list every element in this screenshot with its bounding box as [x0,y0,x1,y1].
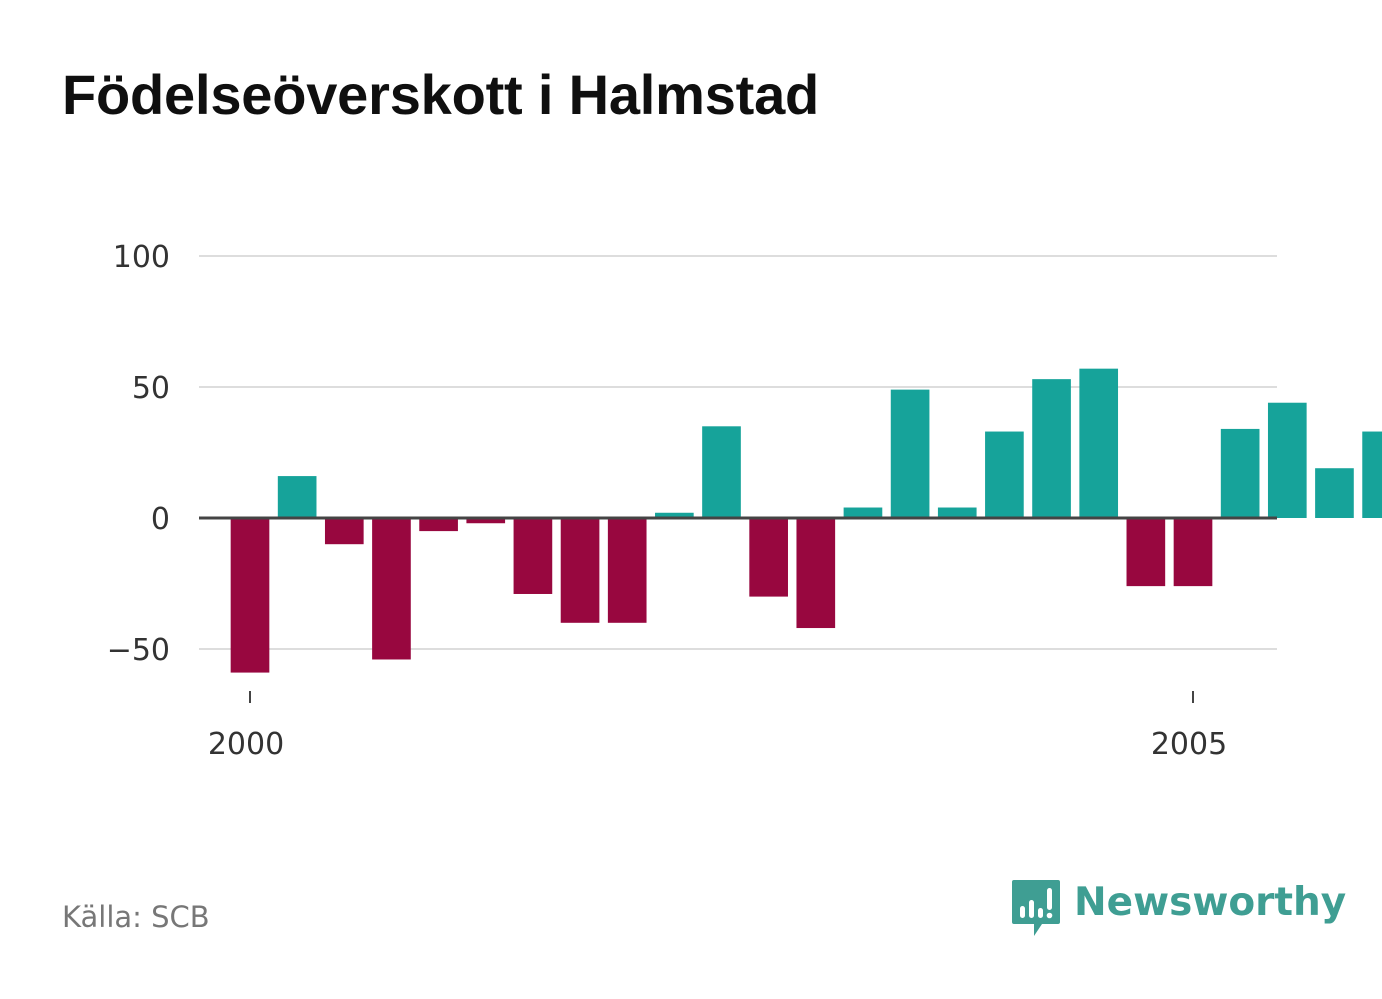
bar-negative [796,518,836,629]
newsworthy-logo-icon [1012,880,1060,936]
bar-negative [230,518,270,673]
bar-negative [607,518,647,623]
bar-positive [655,512,694,518]
newsworthy-logo: Newsworthy [1010,878,1346,940]
bar-positive [1079,368,1119,518]
source-note: Källa: SCB [62,900,210,934]
bar-positive [1220,428,1260,518]
x-axis: 200020052010201520202025 [208,691,1227,762]
bar-negative [513,518,553,594]
bar-positive [1032,379,1071,518]
bar-negative [419,518,458,532]
bar-negative [1173,518,1213,587]
bar-negative [372,518,411,660]
chart-title: Födelseöverskott i Halmstad [62,63,820,126]
y-tick-label: 100 [113,240,170,275]
brand-name: Newsworthy [1074,880,1347,925]
bar-positive [985,431,1024,518]
y-tick-label: −50 [107,633,170,668]
bar-positive [937,507,977,518]
bars [230,368,1382,673]
x-tick-label: 2000 [208,727,284,762]
bar-positive [843,507,883,518]
bar-positive [1362,431,1382,518]
x-tick-label: 2005 [1151,727,1227,762]
bar-negative [749,518,788,597]
bar-negative [466,518,506,524]
y-axis: 100 50 0 −50 [107,240,170,668]
bar-negative [1126,518,1166,587]
bar-positive [1267,402,1307,518]
y-tick-label: 0 [151,502,170,537]
y-tick-label: 50 [132,371,170,406]
bar-positive [890,389,930,518]
bar-negative [560,518,600,623]
bar-negative [324,518,364,545]
bar-positive [277,476,317,518]
bar-positive [702,426,741,518]
bar-positive [1315,468,1354,518]
